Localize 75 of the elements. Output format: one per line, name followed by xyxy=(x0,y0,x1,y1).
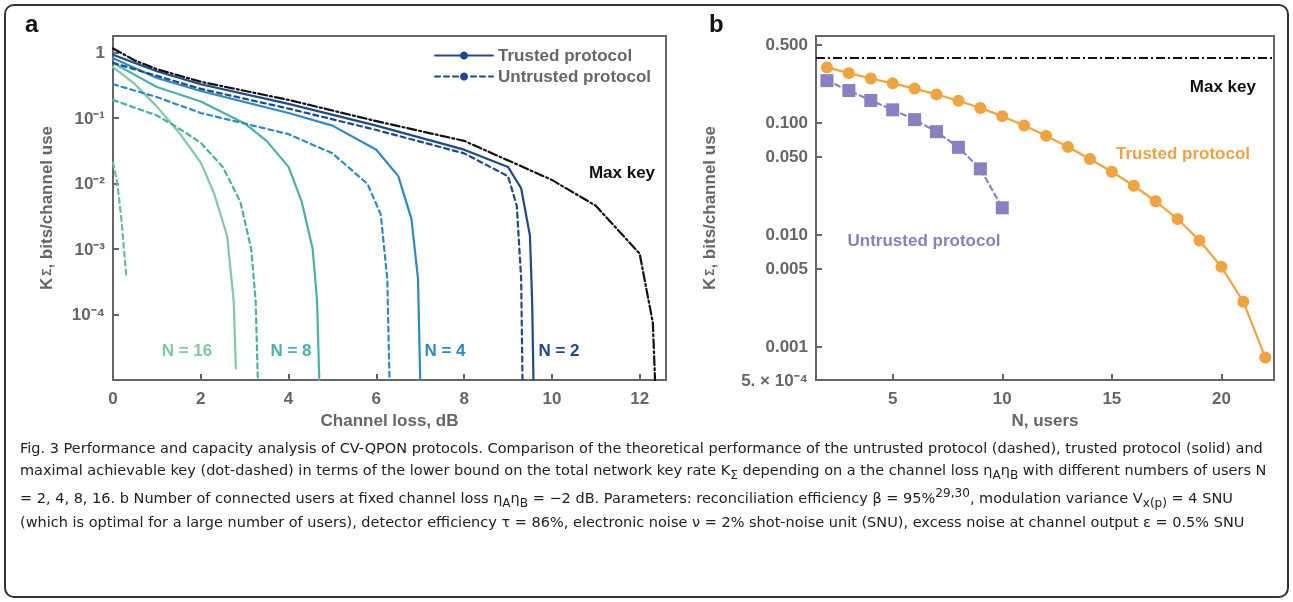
point xyxy=(1259,351,1272,364)
point xyxy=(973,162,987,176)
annotation: N = 8 xyxy=(270,340,312,360)
line-series xyxy=(111,161,128,277)
chart-title: a xyxy=(25,9,39,37)
point xyxy=(842,84,856,98)
point xyxy=(1237,295,1250,308)
point xyxy=(1105,165,1118,178)
x-tick-label: 10 xyxy=(542,389,562,408)
line-series xyxy=(111,57,422,382)
point xyxy=(1040,129,1053,142)
point xyxy=(974,102,987,115)
y-tick-label: 0.050 xyxy=(765,147,808,167)
x-tick-label: 10 xyxy=(992,389,1012,408)
point xyxy=(1171,213,1184,226)
x-tick-label: 5 xyxy=(887,389,898,408)
point xyxy=(1018,119,1031,132)
y-tick-label: 0.001 xyxy=(765,336,808,356)
point xyxy=(820,74,834,88)
line-series xyxy=(111,61,321,382)
point xyxy=(996,110,1009,123)
point xyxy=(908,113,922,127)
x-tick-label: 0 xyxy=(108,389,118,408)
y-tick-label: 10⁻² xyxy=(74,174,106,194)
x-axis-title: Channel loss, dB xyxy=(320,411,459,430)
y-tick-label: 10⁻⁴ xyxy=(71,305,105,325)
y-tick-label: 0.500 xyxy=(765,35,808,55)
y-tick-label: 1 xyxy=(95,43,105,63)
point xyxy=(908,82,921,95)
y-tick-label: 0.010 xyxy=(765,225,808,245)
x-tick-label: 12 xyxy=(630,389,650,408)
point xyxy=(1193,234,1206,247)
point xyxy=(952,94,965,107)
point xyxy=(995,201,1009,215)
point xyxy=(1215,260,1228,273)
x-tick-label: 4 xyxy=(283,389,294,408)
line-series xyxy=(111,66,237,370)
point xyxy=(951,140,965,154)
point xyxy=(864,93,878,107)
point xyxy=(1149,195,1162,208)
annotation: N = 16 xyxy=(161,340,213,360)
ref-line-label: Max key xyxy=(1189,77,1257,97)
annotation: Max key xyxy=(588,162,656,182)
x-tick-label: 8 xyxy=(459,389,469,408)
point xyxy=(864,72,877,85)
x-tick-label: 2 xyxy=(196,389,206,408)
series-label: Untrusted protocol xyxy=(847,230,1001,250)
line-series xyxy=(111,47,657,382)
x-axis-title: N, users xyxy=(1011,411,1079,430)
y-axis-title: KΣ, bits/channel use xyxy=(700,125,719,291)
point xyxy=(842,67,855,80)
chart-title: b xyxy=(709,9,724,37)
y-tick-label: 5. × 10⁻⁴ xyxy=(741,370,808,390)
legend-label: Untrusted protocol xyxy=(498,67,652,86)
point xyxy=(886,103,900,117)
point xyxy=(1127,179,1140,192)
point xyxy=(1083,153,1096,166)
x-tick-label: 15 xyxy=(1102,389,1122,408)
legend-label: Trusted protocol xyxy=(498,46,633,65)
point xyxy=(820,61,833,74)
y-tick-label: 10⁻³ xyxy=(74,239,106,259)
y-tick-label: 0.005 xyxy=(765,258,808,278)
point xyxy=(930,125,944,139)
x-tick-label: 20 xyxy=(1211,389,1231,408)
y-tick-label: 0.100 xyxy=(765,113,808,133)
point xyxy=(886,77,899,90)
y-tick-label: 10⁻¹ xyxy=(74,108,106,128)
x-tick-label: 6 xyxy=(371,389,382,408)
annotation: N = 4 xyxy=(424,340,467,360)
text: Fig. 3 Performance and capacity analysis of CV-QPON protocols. Comparison of the theoretical performance of the untrusted protocol (dashed), trusted protocol (solid) and maximal achievable key (dot-dashed) in terms of the lower bound on the total network key rate K$_{Σ}$ depending on a the channel loss η$_{A}$η$_{B}$ with different numbers of users N = 2, 4, 8, 16. b Number of connected users at fixed channel loss η$_{A}$η$_{B}$ = −2 dB. Parameters: reconciliation efficiency β = 95%$^{29,30}$, modulation variance V$_{x(p)}$ = 4 SNU (which is optimal for a large number of users), detector efficiency τ = 86%, electronic noise ν = 2% shot-noise unit (SNU), excess noise at channel output ε = 0.5% SNU xyxy=(20,440,1267,530)
point xyxy=(930,88,943,101)
annotation: N = 2 xyxy=(538,340,580,360)
point xyxy=(1062,140,1075,153)
y-axis-title: KΣ, bits/channel use xyxy=(37,125,56,291)
series-label: Trusted protocol xyxy=(1115,143,1251,163)
